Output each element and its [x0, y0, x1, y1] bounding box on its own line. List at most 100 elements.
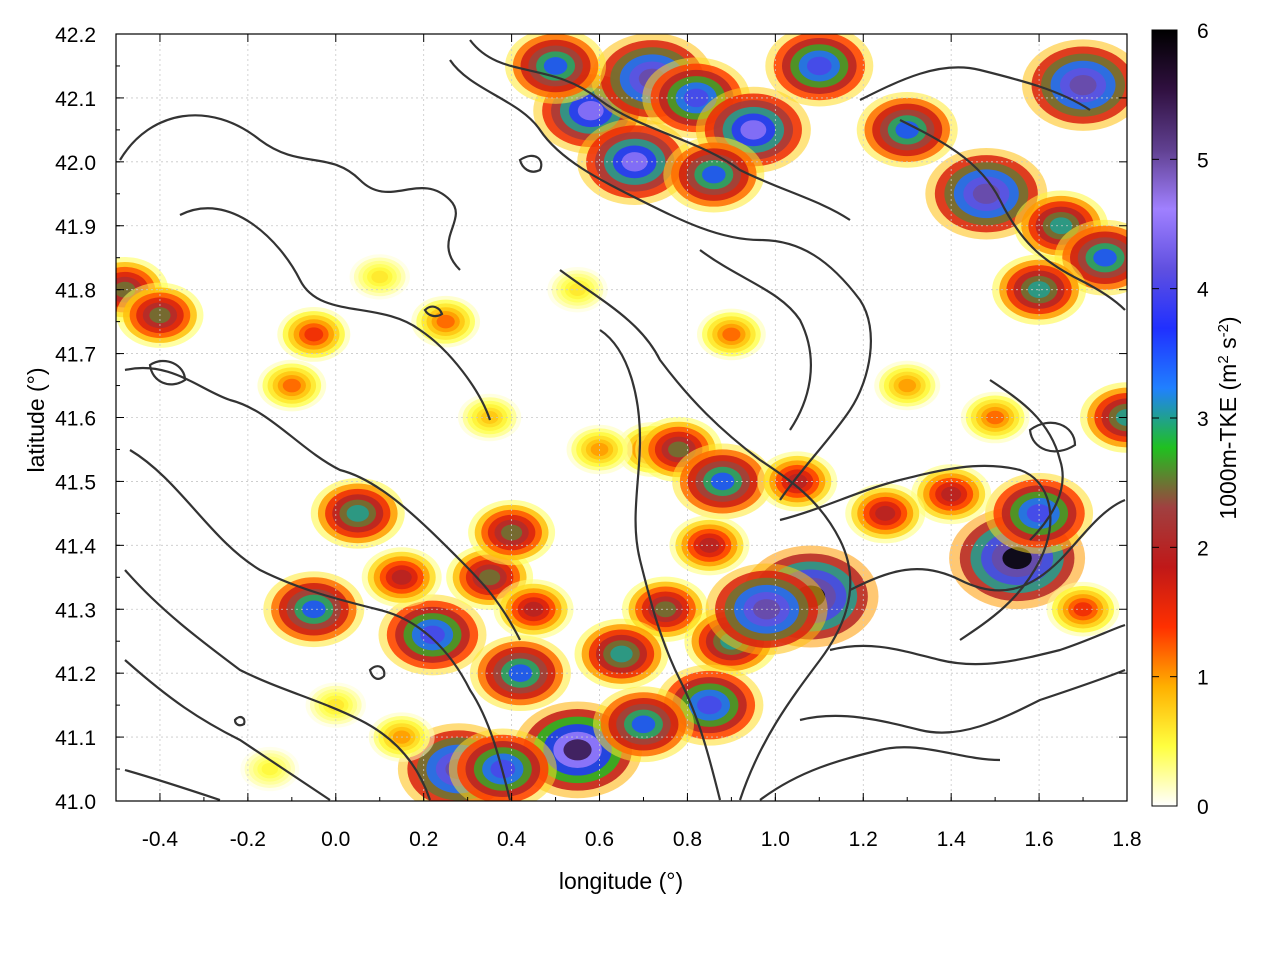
x-axis-label: longitude (°)	[559, 868, 683, 894]
colorbar-tick-label: 0	[1197, 796, 1209, 819]
colorbar-tick-label: 5	[1197, 149, 1209, 172]
tke-cell	[371, 270, 389, 284]
contour-line	[148, 359, 187, 386]
contour-line	[799, 668, 1126, 734]
x-tick-label: 1.0	[761, 828, 790, 851]
contour-line	[368, 665, 386, 680]
tke-cell	[702, 165, 726, 184]
y-tick-label: 41.9	[55, 216, 96, 239]
tke-cell	[304, 327, 324, 342]
contour-line	[559, 269, 852, 801]
contour-line	[124, 659, 331, 801]
contour-line	[124, 768, 221, 801]
x-tick-label: 1.4	[937, 828, 967, 851]
tke-cell	[391, 569, 412, 585]
contour-line	[759, 746, 1001, 801]
contour-line	[829, 623, 1126, 666]
x-tick-label: 0.6	[585, 828, 614, 851]
y-tick-label: 42.1	[55, 88, 96, 111]
tke-cell	[261, 762, 279, 776]
contour-line	[124, 367, 521, 641]
y-tick-label: 42.0	[55, 152, 96, 175]
tke-cell	[986, 410, 1005, 425]
colorbar-axis: 0 1 2 3 4 5 6	[1152, 20, 1209, 819]
tke-cell	[740, 120, 767, 140]
tke-cell	[621, 152, 648, 172]
x-tick-label: 0.8	[673, 828, 702, 851]
y-axis-label: latitude (°)	[23, 367, 49, 472]
orography-contours	[119, 39, 1126, 801]
tke-cell	[1073, 602, 1093, 617]
tke-cell	[302, 600, 326, 619]
contour-line	[1028, 421, 1077, 453]
x-tick-label: -0.2	[230, 828, 266, 851]
tke-cell	[668, 441, 690, 458]
tke-cell	[610, 645, 633, 663]
y-tick-label: 41.6	[55, 408, 96, 431]
y-tick-label: 42.2	[55, 24, 96, 47]
y-tick-label: 41.0	[55, 791, 96, 814]
tke-cell	[523, 601, 544, 617]
contour-line	[859, 66, 1091, 111]
colorbar-label: 1000m-TKE (m2 s-2)	[1215, 316, 1242, 519]
tke-cell	[479, 569, 501, 586]
y-tick-label: 41.3	[55, 599, 96, 622]
tke-cell	[543, 57, 568, 75]
contour-line	[423, 305, 444, 318]
contour-line	[119, 114, 461, 271]
contour-line	[989, 379, 1064, 541]
y-tick-label: 41.4	[55, 535, 96, 558]
tke-cell	[1069, 75, 1097, 96]
tke-cell	[508, 664, 533, 682]
contour-line	[518, 154, 543, 173]
y-tick-label: 41.2	[55, 663, 96, 686]
colorbar-tick-label: 4	[1197, 279, 1209, 302]
colorbar-tick-label: 1	[1197, 667, 1209, 690]
x-tick-label: 0.4	[497, 828, 527, 851]
tke-cell	[898, 378, 917, 393]
tke-cell	[501, 524, 523, 541]
contour-line	[899, 119, 1126, 311]
x-tick-label: 1.8	[1112, 828, 1141, 851]
tke-cell	[346, 505, 369, 522]
y-tick-label: 41.7	[55, 344, 96, 367]
contour-line	[849, 498, 1126, 592]
x-tick-label: 1.6	[1024, 828, 1053, 851]
x-tick-label: -0.4	[142, 828, 179, 851]
y-axis: 41.0 41.1 41.2 41.3 41.4 41.5 41.6 41.7 41.8 41.9…	[55, 24, 1127, 814]
tke-cell	[563, 739, 592, 761]
colorbar-tick-label: 6	[1197, 20, 1209, 43]
colorbar-tick-label: 2	[1197, 537, 1209, 560]
contour-line	[469, 39, 851, 221]
contour-line	[129, 449, 512, 801]
tke-cell	[577, 101, 604, 121]
tke-cell	[722, 327, 741, 342]
tke-cell	[631, 715, 656, 734]
contour-line	[449, 59, 872, 501]
tke-cell	[282, 378, 301, 393]
x-tick-label: 1.2	[849, 828, 878, 851]
tke-cell	[1002, 547, 1032, 570]
tke-cell	[875, 505, 896, 521]
tke-cell	[697, 695, 722, 715]
contour-line	[233, 715, 246, 727]
tke-cell	[436, 314, 455, 329]
contour-line	[599, 329, 722, 801]
y-tick-label: 41.5	[55, 471, 96, 494]
tke-cell	[654, 601, 677, 618]
contour-line	[124, 569, 432, 801]
x-axis: -0.4 -0.2 0.0 0.2 0.4 0.6 0.8 1.0 1.2 1.4 1.6 1.8	[115, 34, 1142, 851]
tke-cell	[806, 56, 832, 76]
tke-cell	[1093, 248, 1117, 267]
tke-cell	[699, 537, 720, 553]
x-tick-label: 0.2	[409, 828, 438, 851]
colorbar-tick-label: 3	[1197, 408, 1209, 431]
y-tick-label: 41.8	[55, 280, 96, 303]
y-tick-label: 41.1	[55, 727, 96, 750]
contour-line	[779, 464, 1052, 641]
contour-line	[179, 207, 492, 421]
x-tick-label: 0.0	[321, 828, 350, 851]
tke-cell	[1026, 504, 1052, 523]
tke-cell	[420, 625, 445, 645]
